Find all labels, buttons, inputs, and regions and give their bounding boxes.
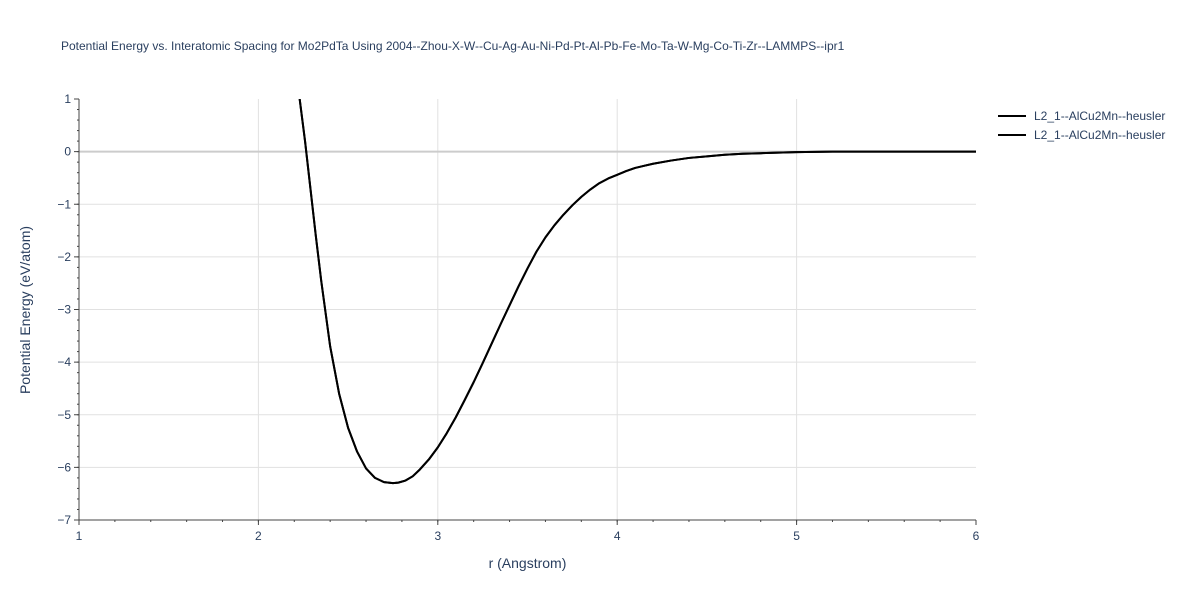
- x-tick-label: 4: [614, 529, 621, 543]
- legend-label: L2_1--AlCu2Mn--heusler: [1034, 127, 1166, 142]
- y-tick-label: −1: [57, 197, 71, 211]
- legend-swatch: [998, 114, 1026, 117]
- y-tick-label: 1: [64, 92, 71, 106]
- series-layer: [298, 99, 976, 485]
- x-tick-label: 2: [255, 529, 262, 543]
- y-tick-label: −4: [57, 355, 71, 369]
- grid-layer: [79, 99, 976, 520]
- x-tick-label: 3: [434, 529, 441, 543]
- series-line: [298, 99, 976, 485]
- x-tick-label: 1: [76, 529, 83, 543]
- legend-label: L2_1--AlCu2Mn--heusler: [1034, 108, 1166, 123]
- chart-title: Potential Energy vs. Interatomic Spacing…: [61, 39, 845, 53]
- y-tick-label: 0: [64, 145, 71, 159]
- y-tick-label: −3: [57, 303, 71, 317]
- x-axis-label: r (Angstrom): [489, 555, 567, 571]
- legend: L2_1--AlCu2Mn--heusler L2_1--AlCu2Mn--he…: [998, 106, 1165, 144]
- legend-swatch: [998, 133, 1026, 136]
- series-line: [298, 99, 976, 485]
- x-tick-label: 6: [973, 529, 980, 543]
- legend-item[interactable]: L2_1--AlCu2Mn--heusler: [998, 106, 1165, 125]
- y-tick-label: −6: [57, 460, 71, 474]
- legend-item[interactable]: L2_1--AlCu2Mn--heusler: [998, 125, 1165, 144]
- y-axis-label: Potential Energy (eV/atom): [17, 226, 33, 394]
- axis-layer: 1 2 3 4 5 6 1 0 −1 −2 −3 −4 −5 −6 −7: [57, 92, 979, 543]
- y-tick-label: −2: [57, 250, 71, 264]
- y-tick-label: −7: [57, 513, 71, 527]
- x-tick-label: 5: [793, 529, 800, 543]
- y-tick-label: −5: [57, 408, 71, 422]
